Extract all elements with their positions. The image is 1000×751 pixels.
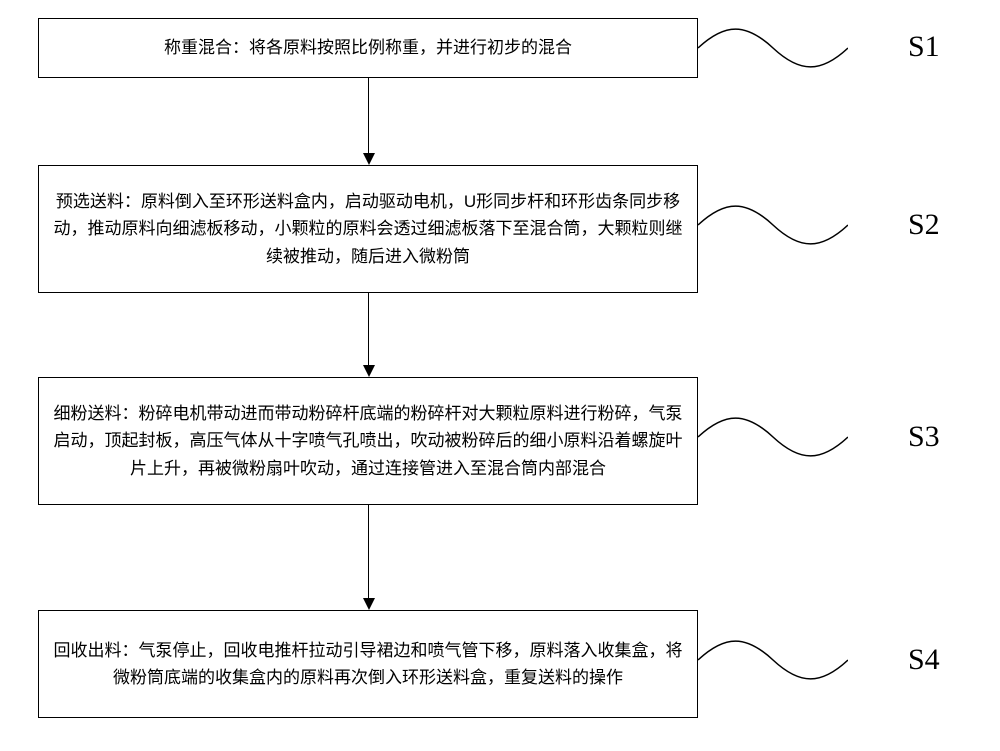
step-text: 细粉送料：粉碎电机带动进而带动粉碎杆底端的粉碎杆对大颗粒原料进行粉碎，气泵启动，… <box>51 400 685 482</box>
connector-wave-s1 <box>698 18 848 83</box>
connector-wave-s4 <box>698 630 848 695</box>
arrow-head-icon <box>363 153 375 165</box>
connector-wave-s2 <box>698 195 848 260</box>
arrow-head-icon <box>363 365 375 377</box>
step-text: 预选送料：原料倒入至环形送料盒内，启动驱动电机，U形同步杆和环形齿条同步移动，推… <box>51 188 685 270</box>
step-label-s1: S1 <box>908 30 940 64</box>
arrow-line-1 <box>368 78 369 153</box>
step-label-s2: S2 <box>908 208 940 242</box>
step-label-s4: S4 <box>908 643 940 677</box>
step-label-s3: S3 <box>908 420 940 454</box>
arrow-line-2 <box>368 293 369 365</box>
step-text: 回收出料：气泵停止，回收电推杆拉动引导裙边和喷气管下移，原料落入收集盒，将微粉筒… <box>51 637 685 691</box>
arrow-line-3 <box>368 505 369 598</box>
connector-wave-s3 <box>698 407 848 472</box>
flowchart-canvas: 称重混合：将各原料按照比例称重，并进行初步的混合 S1 预选送料：原料倒入至环形送料… <box>0 0 1000 751</box>
step-box-s1: 称重混合：将各原料按照比例称重，并进行初步的混合 <box>38 18 698 78</box>
step-box-s3: 细粉送料：粉碎电机带动进而带动粉碎杆底端的粉碎杆对大颗粒原料进行粉碎，气泵启动，… <box>38 377 698 505</box>
step-box-s2: 预选送料：原料倒入至环形送料盒内，启动驱动电机，U形同步杆和环形齿条同步移动，推… <box>38 165 698 293</box>
step-text: 称重混合：将各原料按照比例称重，并进行初步的混合 <box>164 34 572 61</box>
step-box-s4: 回收出料：气泵停止，回收电推杆拉动引导裙边和喷气管下移，原料落入收集盒，将微粉筒… <box>38 610 698 718</box>
arrow-head-icon <box>363 598 375 610</box>
